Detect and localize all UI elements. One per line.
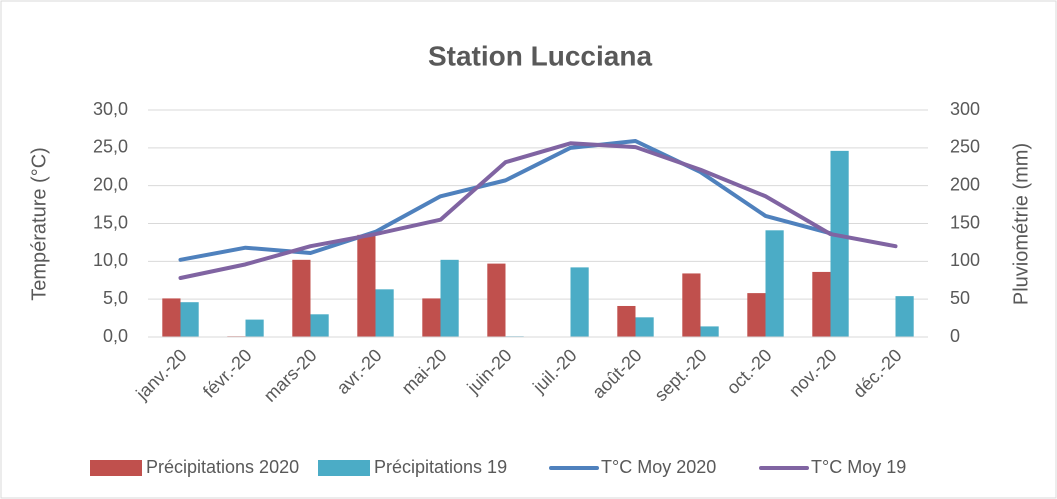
bar [765, 230, 784, 337]
legend-label: T°C Moy 19 [811, 457, 906, 477]
bar [310, 314, 329, 337]
bar [487, 263, 506, 337]
bar [440, 259, 459, 337]
legend-label: T°C Moy 2020 [601, 457, 716, 477]
bar [245, 319, 264, 337]
bar [422, 298, 441, 337]
y2-tick-label: 50 [950, 288, 970, 308]
y-tick-label: 25,0 [93, 137, 128, 157]
bar [162, 298, 181, 337]
y-axis-label: Température (°C) [28, 147, 50, 301]
bar [682, 273, 701, 337]
bar [812, 271, 831, 337]
y2-tick-label: 300 [950, 99, 980, 119]
y2-tick-label: 150 [950, 212, 980, 232]
bar [635, 317, 654, 337]
line [178, 141, 898, 280]
legend-swatch [90, 460, 142, 476]
y-tick-label: 30,0 [93, 99, 128, 119]
bar [180, 302, 199, 337]
y-tick-label: 0,0 [103, 326, 128, 346]
y2-tick-label: 250 [950, 137, 980, 157]
y-tick-label: 5,0 [103, 288, 128, 308]
bar [830, 150, 849, 337]
y-tick-label: 10,0 [93, 250, 128, 270]
bar [292, 259, 311, 337]
bar [357, 234, 376, 337]
bar [570, 267, 589, 337]
legend-label: Précipitations 19 [374, 457, 507, 477]
y2-tick-label: 0 [950, 326, 960, 346]
legend-label: Précipitations 2020 [146, 457, 299, 477]
y2-axis-label: Pluviométrie (mm) [1010, 143, 1032, 305]
y-tick-label: 20,0 [93, 174, 128, 194]
y-tick-label: 15,0 [93, 212, 128, 232]
legend-swatch [318, 460, 370, 476]
y2-tick-label: 200 [950, 174, 980, 194]
y2-tick-label: 100 [950, 250, 980, 270]
bar [375, 289, 394, 337]
bar [895, 296, 914, 337]
bar [617, 305, 636, 337]
bar [700, 326, 719, 337]
bar [747, 293, 766, 337]
chart-title: Station Lucciana [428, 40, 652, 71]
